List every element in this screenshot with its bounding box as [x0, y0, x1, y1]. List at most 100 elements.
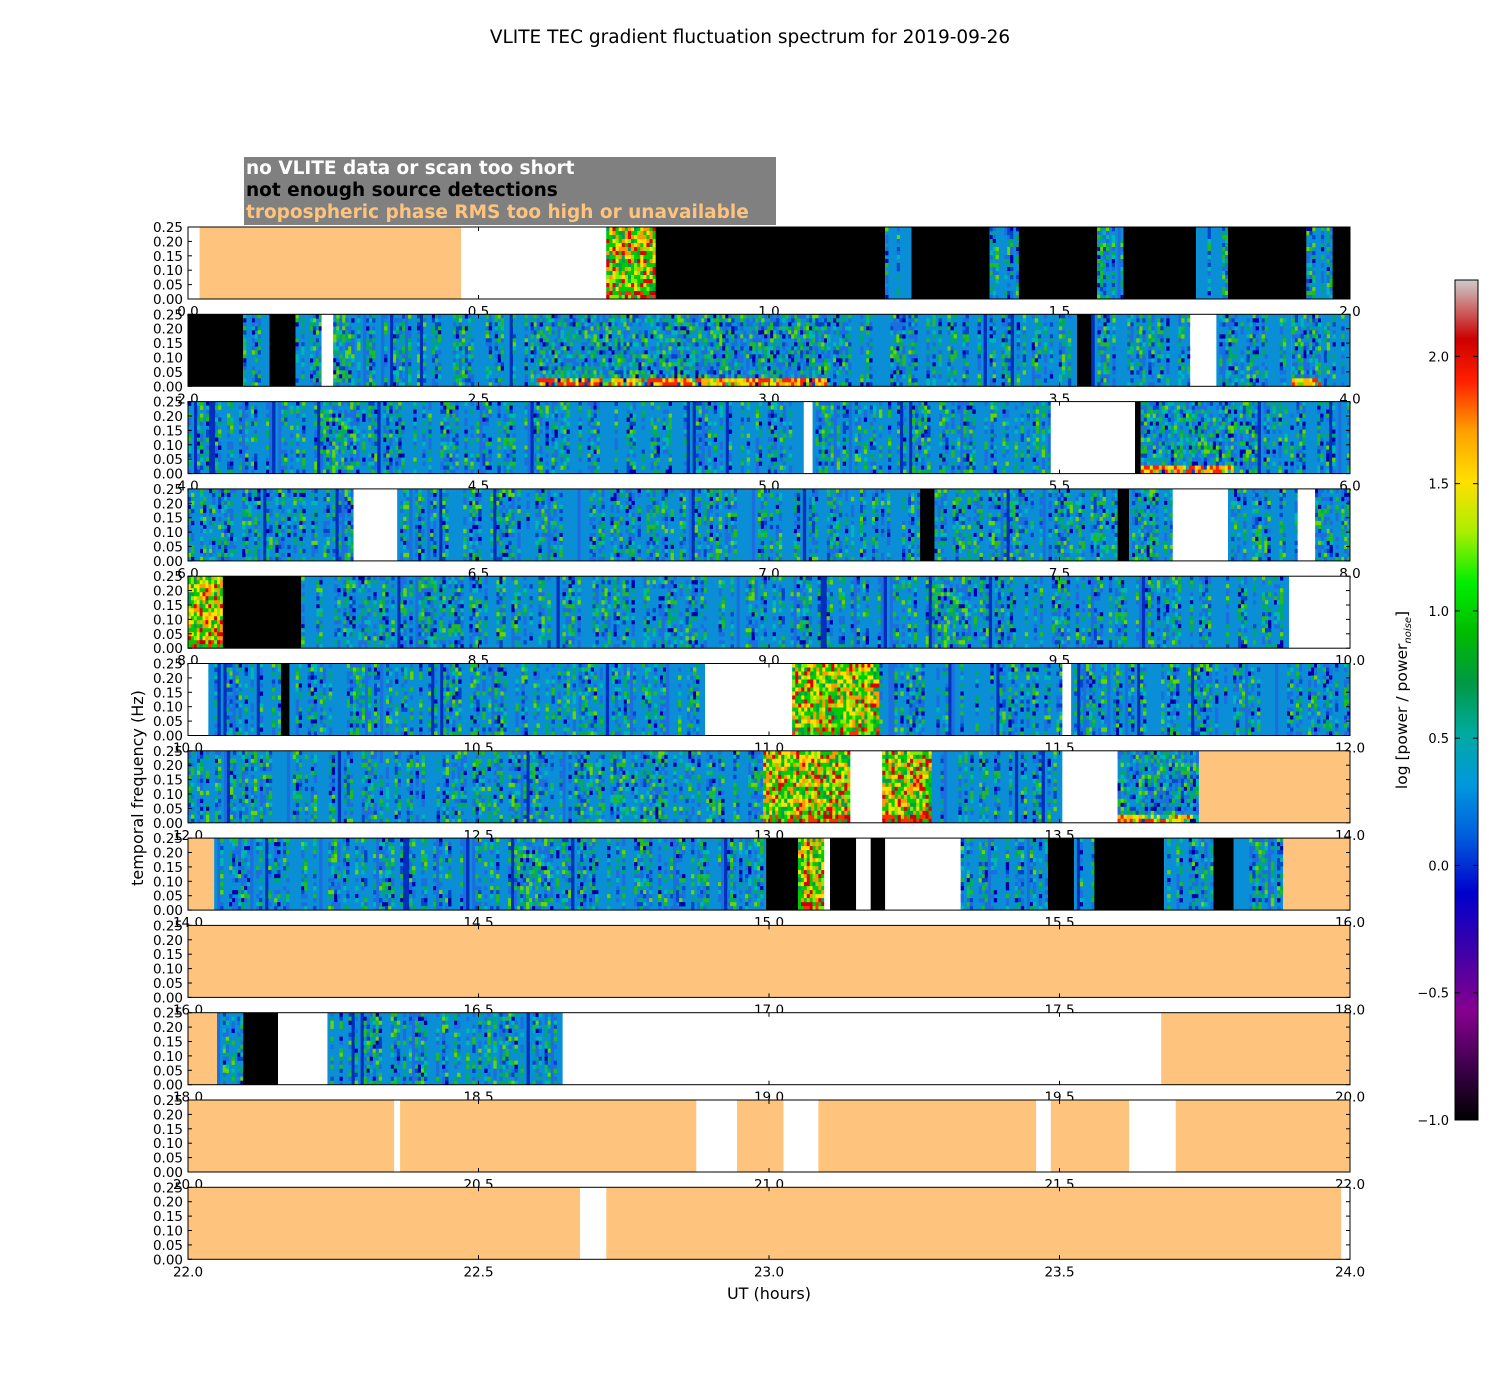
spectrum-cell [605, 330, 609, 335]
spectrum-cell [1306, 342, 1310, 347]
spectrum-cell [698, 457, 703, 462]
spectrum-cell [446, 437, 450, 442]
spectrum-cell [539, 330, 543, 335]
spectrum-cell [1037, 342, 1042, 347]
spectrum-cell [770, 370, 774, 375]
spectrum-cell [1306, 263, 1310, 268]
spectrum-cell [713, 457, 718, 462]
spectrum-cell [512, 413, 516, 418]
spectrum-cell [342, 314, 346, 319]
spectrum-cell [698, 366, 702, 371]
spectrum-cell [467, 346, 472, 351]
spectrum-cell [315, 342, 320, 347]
spectrum-cell [315, 366, 320, 371]
spectrum-cell [665, 374, 669, 379]
spectrum-cell [335, 461, 339, 466]
spectrum-cell [812, 338, 816, 343]
spectrum-cell [626, 378, 630, 383]
spectrum-cell [1222, 346, 1226, 351]
spectrum-cell [632, 382, 636, 387]
spectrum-cell [698, 409, 703, 414]
spectrum-cell [485, 421, 489, 426]
spectrum-cell [1100, 259, 1104, 264]
spectrum-cell [440, 461, 444, 466]
spectrum-cell [524, 457, 528, 462]
spectrum-cell [668, 378, 672, 383]
spectrum-cell [536, 429, 540, 434]
spectrum-cell [623, 346, 627, 351]
spectrum-cell [725, 354, 729, 359]
spectrum-cell [794, 326, 798, 331]
spectrum-cell [833, 330, 837, 335]
spectrum-cell [965, 338, 969, 343]
spectrum-cell [911, 378, 915, 383]
spectrum-cell [1105, 235, 1110, 240]
spectrum-cell [251, 370, 256, 375]
spectrum-cell [1228, 366, 1232, 371]
spectrum-cell [680, 346, 684, 351]
spectrum-cell [593, 378, 597, 383]
spectrum-cell [443, 437, 447, 442]
spectrum-cell [545, 382, 549, 387]
spectrum-cell [1326, 227, 1330, 232]
spectrum-cell [371, 461, 375, 466]
spectrum-cell [335, 417, 339, 422]
spectrum-cell [1315, 374, 1319, 379]
spectrum-cell [649, 239, 653, 244]
spectrum-cell [885, 271, 889, 276]
spectrum-cell [746, 322, 750, 327]
spectrum-cell [458, 338, 463, 343]
spectrum-cell [695, 338, 699, 343]
spectrum-cell [590, 425, 594, 430]
spectrum-cell [668, 322, 672, 327]
spectrum-cell [908, 314, 912, 319]
spectrum-cell [791, 354, 795, 359]
spectrum-cell [251, 413, 255, 418]
spectrum-cell [620, 318, 624, 323]
spectrum-cell [1022, 342, 1027, 347]
spectrum-cell [530, 354, 534, 359]
spectrum-cell [1225, 279, 1229, 284]
spectrum-cell [743, 338, 747, 343]
spectrum-cell [335, 437, 339, 442]
spectrum-cell [590, 449, 594, 454]
spectrum-cell [608, 342, 612, 347]
spectrum-cell [1297, 338, 1301, 343]
spectrum-cell [627, 263, 632, 268]
spectrum-cell [1166, 334, 1170, 339]
spectrum-cell [962, 338, 966, 343]
spectrum-cell [590, 374, 594, 379]
spectrum-cell [914, 322, 918, 327]
spectrum-cell [341, 461, 345, 466]
spectrum-cell [1320, 243, 1325, 248]
spectrum-cell [302, 437, 306, 442]
spectrum-cell [842, 338, 846, 343]
spectrum-cell [752, 374, 756, 379]
tropo-block [199, 227, 462, 299]
spectrum-cell [1067, 338, 1072, 343]
spectrum-cell [1187, 346, 1191, 351]
spectrum-cell [563, 382, 567, 387]
spectrum-cell [1100, 350, 1104, 355]
spectrum-cell [800, 314, 804, 319]
spectrum-cell [461, 326, 466, 331]
spectrum-cell [548, 374, 552, 379]
spectrum-cell [413, 425, 417, 430]
spectrum-cell [596, 326, 600, 331]
spectrum-cell [485, 326, 490, 331]
spectrum-cell [631, 251, 635, 256]
spectrum-cell [896, 255, 901, 260]
spectrum-cell [641, 425, 645, 430]
spectrum-cell [1067, 314, 1072, 319]
spectrum-cell [497, 401, 501, 406]
spectrum-cell [668, 465, 672, 470]
spectrum-cell [1309, 330, 1313, 335]
no-data-block [188, 227, 200, 299]
spectrum-cell [356, 405, 360, 410]
spectrum-cell [746, 350, 750, 355]
spectrum-cell [612, 287, 616, 292]
spectrum-cell [640, 243, 644, 248]
spectrum-cell [761, 378, 765, 383]
spectrum-cell [649, 231, 653, 236]
spectrum-cell [1103, 366, 1107, 371]
